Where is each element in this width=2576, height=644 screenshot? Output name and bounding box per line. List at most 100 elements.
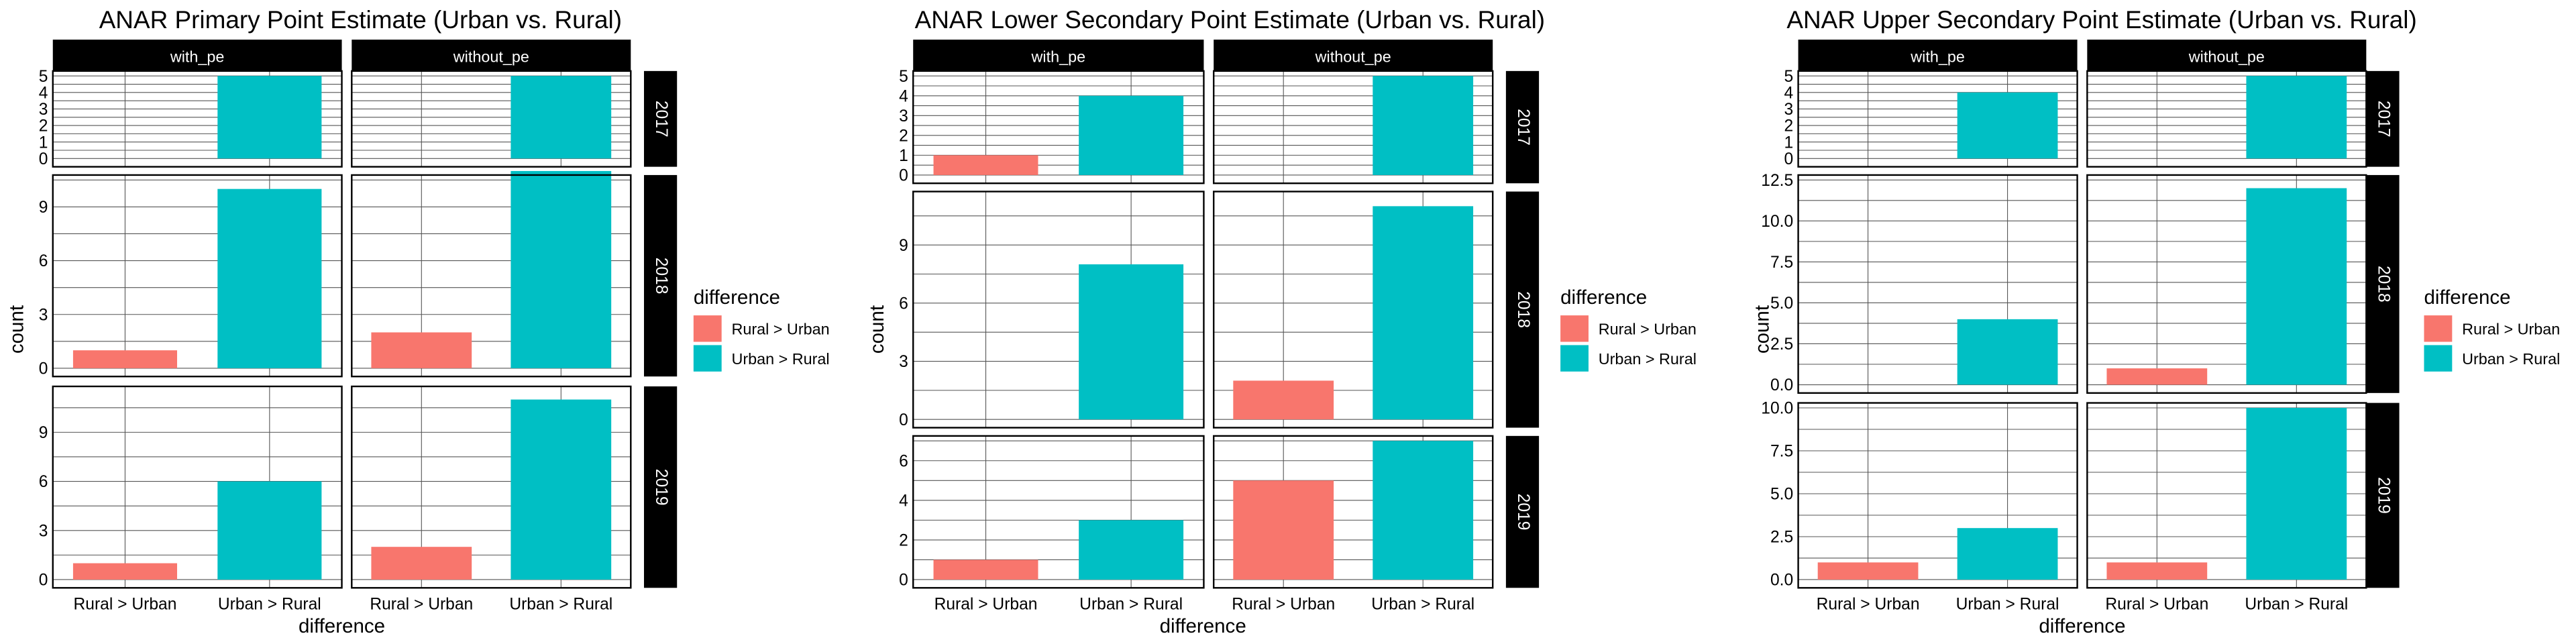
bar [217, 481, 322, 580]
legend-key [693, 315, 722, 342]
bar [1373, 441, 1474, 580]
bar [2106, 562, 2208, 580]
bar [217, 76, 322, 159]
legend-key [1560, 345, 1589, 372]
panel-with_pe-2018 [1797, 174, 2078, 394]
y-tick-label: 4 [899, 87, 908, 105]
panel-border [912, 191, 1205, 429]
chart-2: ANAR Lower Secondary Point Estimate (Urb… [866, 6, 1697, 637]
y-tick-label: 0 [899, 411, 908, 429]
panel-border [52, 174, 343, 378]
y-tick-label: 0 [39, 150, 48, 168]
bar [72, 350, 177, 368]
y-tick-label: 7.5 [1770, 254, 1793, 272]
panel-without_pe-2017 [2086, 70, 2367, 168]
legend-title: difference [1560, 286, 1647, 309]
panel-border [912, 435, 1205, 589]
facet-strip-year [643, 174, 678, 377]
legend-label: Urban > Rural [731, 350, 829, 368]
panel-without_pe-2018 [351, 170, 632, 378]
panel-with_pe-2017 [1797, 70, 2078, 168]
bar [1373, 206, 1474, 420]
y-tick-label: 2 [1784, 117, 1794, 136]
x-axis-title: difference [2039, 615, 2125, 637]
y-tick-label: 10.0 [1761, 400, 1793, 418]
panel-with_pe-2017 [912, 70, 1205, 184]
facet-strip-year [2366, 70, 2400, 167]
x-tick-label: Rural > Urban [934, 595, 1038, 613]
panel-with_pe-2018 [52, 174, 343, 378]
facet-strip-label: without_pe [453, 48, 529, 65]
y-tick-label: 2 [899, 127, 908, 145]
y-tick-label: 5.0 [1770, 486, 1793, 504]
panel-with_pe-2019 [1797, 402, 2078, 589]
x-tick-label: Urban > Rural [218, 595, 321, 613]
y-tick-label: 6 [899, 452, 908, 470]
legend-title: difference [694, 286, 780, 309]
bar [933, 559, 1038, 580]
y-tick-label: 2 [899, 532, 908, 550]
panel-without_pe-2019 [351, 385, 632, 589]
y-tick-label: 9 [39, 424, 48, 442]
bar [1817, 562, 1919, 580]
y-tick-label: 0.0 [1770, 572, 1793, 590]
bar [1079, 520, 1184, 580]
bar [511, 399, 612, 580]
x-tick-label: Urban > Rural [1079, 595, 1183, 613]
y-tick-label: 3 [899, 353, 908, 371]
legend-label: Urban > Rural [1599, 350, 1697, 368]
y-tick-label: 0.0 [1770, 376, 1793, 394]
y-tick-label: 6 [39, 252, 48, 270]
panel-border [1213, 191, 1494, 429]
legend-label: Rural > Urban [731, 320, 829, 337]
panel-border [1797, 402, 2078, 589]
panel-border [1797, 70, 2078, 168]
y-tick-label: 1 [39, 133, 48, 152]
facet-strip-year [643, 70, 678, 167]
facet-strip-year [2366, 174, 2400, 393]
bar [72, 563, 177, 580]
y-tick-label: 0 [1784, 150, 1794, 168]
facet-strip-label: without_pe [1315, 48, 1391, 65]
y-tick-label: 6 [899, 294, 908, 313]
bar [1957, 92, 2058, 159]
y-tick-label: 9 [39, 199, 48, 217]
panel-border [912, 70, 1205, 184]
legend-key [2424, 345, 2453, 372]
panel-with_pe-2018 [912, 191, 1205, 429]
facet-strip-label: without_pe [2188, 48, 2265, 65]
legend-key [2424, 315, 2453, 342]
legend: difference Rural > Urban Urban > Rural [693, 286, 830, 372]
legend-key [693, 345, 722, 372]
y-tick-label: 4 [39, 84, 48, 102]
x-tick-label: Urban > Rural [2245, 595, 2348, 613]
facet-strip-year-label: 2019 [2374, 477, 2392, 514]
y-tick-label: 2.5 [1770, 529, 1793, 547]
y-tick-label: 3 [39, 101, 48, 119]
facet-strip-without_pe [2087, 40, 2367, 71]
chart-title: ANAR Upper Secondary Point Estimate (Urb… [1786, 6, 2416, 34]
facet-strip-year-label: 2017 [652, 101, 670, 138]
chart-title: ANAR Primary Point Estimate (Urban vs. R… [99, 6, 622, 34]
x-axis-title: difference [1160, 615, 1246, 637]
panel-without_pe-2017 [351, 70, 632, 168]
bar [217, 189, 322, 368]
y-tick-label: 10.0 [1761, 213, 1793, 231]
legend-label: Rural > Urban [2462, 320, 2560, 337]
facet-strip-label: with_pe [1031, 48, 1086, 65]
x-tick-label: Rural > Urban [1817, 595, 1920, 613]
panel-without_pe-2019 [2086, 402, 2367, 589]
y-tick-label: 7.5 [1770, 443, 1793, 461]
y-tick-label: 5 [899, 68, 908, 86]
panel-with_pe-2019 [52, 385, 343, 589]
y-tick-label: 12.5 [1761, 172, 1793, 190]
panel-border [351, 70, 632, 168]
x-tick-label: Rural > Urban [2105, 595, 2208, 613]
panel-border [1213, 435, 1494, 589]
facet-strip-year [643, 386, 678, 588]
bar [2246, 407, 2347, 580]
panel-without_pe-2018 [2086, 174, 2367, 394]
y-axis-title: count [866, 305, 888, 354]
y-tick-label: 0 [39, 572, 48, 590]
